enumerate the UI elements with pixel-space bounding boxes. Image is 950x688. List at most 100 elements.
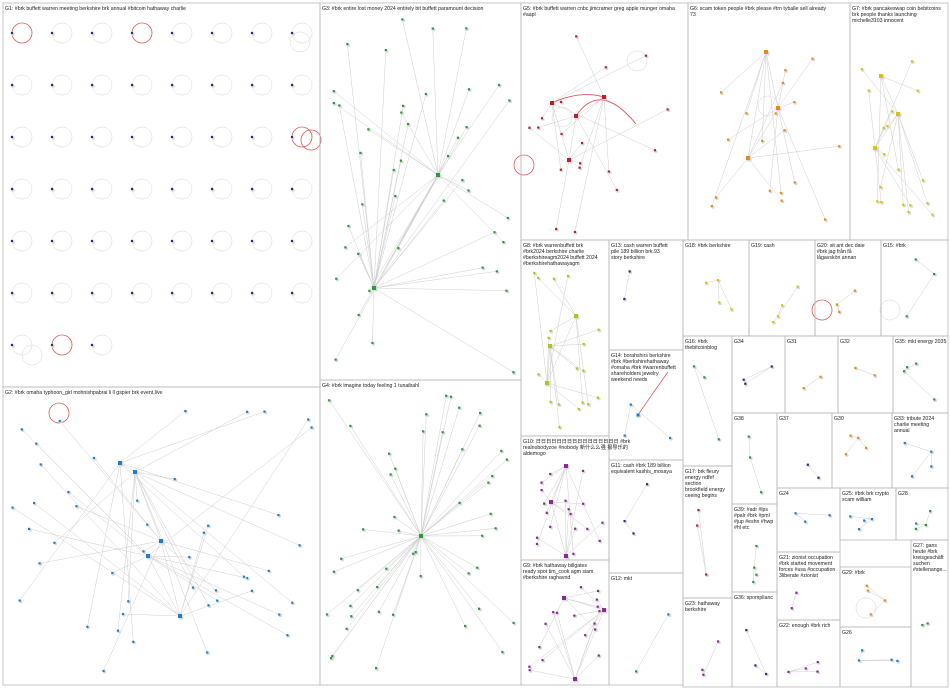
node-shadow (251, 240, 255, 244)
self-loop-node (90, 291, 94, 295)
node (587, 403, 590, 406)
edge (546, 275, 569, 384)
edge (420, 482, 489, 537)
node-shadow (326, 614, 330, 617)
edge (915, 524, 926, 530)
node (528, 668, 531, 672)
node (552, 611, 555, 614)
node (331, 654, 334, 658)
edge (103, 540, 162, 672)
node (400, 111, 403, 114)
node (476, 566, 479, 569)
node (477, 607, 481, 610)
group-label-line: brookfield energy (685, 487, 725, 493)
self-loop (211, 126, 233, 148)
group-label: G32 (840, 339, 850, 345)
node-shadow (357, 253, 361, 257)
self-loop-node (50, 187, 54, 191)
group-box-g11 (608, 459, 684, 574)
self-loop (289, 31, 311, 53)
node-shadow (616, 189, 620, 193)
self-loop-node (170, 291, 174, 295)
group-label-line: weekend needs (611, 377, 648, 383)
edge (376, 535, 422, 588)
node (495, 270, 498, 273)
edge (555, 159, 570, 230)
group-box-g29 (839, 566, 912, 628)
node (753, 566, 756, 569)
node (817, 476, 820, 479)
node-shadow (602, 522, 605, 526)
node (849, 434, 852, 437)
edge (777, 70, 786, 109)
group-label-line: G8: #brk warrenbuffett brk (523, 243, 584, 249)
edge (911, 451, 932, 477)
self-loop (291, 22, 313, 44)
node (607, 170, 610, 173)
self-loop-node (50, 31, 54, 35)
node (905, 315, 908, 318)
self-loop (211, 178, 233, 200)
node-shadow (502, 651, 505, 655)
edge (880, 113, 899, 188)
node-shadow (291, 602, 295, 606)
node (644, 54, 648, 57)
edge (119, 462, 279, 516)
self-loop-node (10, 135, 14, 139)
node (389, 473, 392, 476)
node-shadow (529, 127, 532, 131)
edge (693, 366, 719, 440)
highlight-edge (575, 99, 637, 125)
node-shadow (11, 188, 15, 192)
group-label-line: #stellenange... (913, 567, 947, 573)
node (581, 401, 584, 404)
edge (541, 102, 553, 119)
edge (568, 142, 583, 161)
edge (437, 28, 467, 176)
edge (333, 90, 439, 176)
group-label: G17: brk fleury energy ndfef section brookf… (685, 469, 725, 499)
node (86, 625, 89, 628)
node (535, 542, 539, 546)
node (494, 527, 497, 530)
self-loop (171, 22, 193, 44)
group-label: G20: sit ant dec daie #brk jag från få låg… (817, 243, 865, 261)
edge (574, 655, 599, 680)
node (458, 406, 461, 409)
node (704, 281, 708, 284)
node (402, 104, 405, 107)
node (745, 628, 748, 632)
node (537, 373, 540, 376)
node-shadow (785, 69, 788, 73)
node (578, 166, 581, 169)
self-loop-node (10, 31, 14, 35)
node (574, 527, 577, 530)
edge (575, 36, 605, 98)
node (506, 216, 509, 220)
node-shadow (513, 371, 516, 375)
edge (373, 200, 444, 289)
edge (880, 75, 918, 91)
node (926, 202, 929, 205)
edge (563, 597, 605, 611)
group-label: G5: #brk buffett warren cnbc jimcramer g… (523, 6, 675, 18)
node (779, 191, 783, 195)
node (573, 614, 576, 617)
self-loop (251, 22, 273, 44)
self-loop (11, 230, 33, 252)
node (464, 624, 467, 628)
edge (341, 535, 422, 560)
edge (437, 84, 500, 176)
node (558, 426, 561, 429)
group-box-g1 (2, 2, 321, 388)
edge (160, 540, 217, 591)
edge (743, 366, 772, 380)
edge (550, 501, 567, 557)
node (422, 430, 425, 433)
group-label-line: ceeing begins (685, 493, 717, 499)
node (594, 628, 597, 631)
group-box-g24 (776, 487, 841, 553)
node (528, 665, 531, 668)
edge (550, 315, 577, 332)
